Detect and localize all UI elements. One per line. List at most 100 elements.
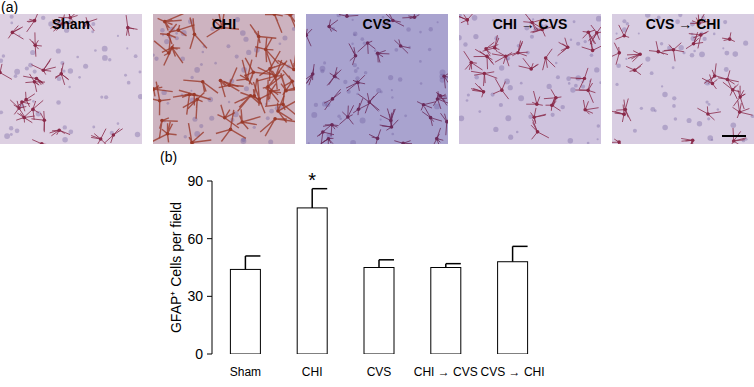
nucleus [478,110,481,113]
nucleus [175,32,178,35]
astrocyte-soma [163,20,167,24]
astrocyte-soma [281,103,285,107]
nucleus [279,42,282,45]
nucleus [41,16,45,20]
nucleus [516,131,519,134]
nucleus [587,142,590,144]
astrocyte-soma [413,16,417,20]
micrograph-bg [153,14,295,144]
nucleus [354,69,358,73]
nucleus [570,39,572,41]
astrocyte-soma [327,25,331,29]
nucleus [33,70,37,74]
astrocyte [483,35,500,52]
astrocyte [544,89,562,106]
astrocyte-soma [399,44,403,48]
astrocyte [582,39,601,50]
nucleus [380,118,382,120]
astrocyte [265,14,283,33]
astrocyte [306,64,314,85]
astrocyte [575,79,595,103]
nucleus [708,103,711,106]
astrocyte [250,24,276,57]
nucleus [56,100,61,105]
astrocyte [723,82,741,99]
astrocyte [179,90,211,105]
nucleus [10,15,14,19]
astrocyte [422,107,442,126]
panel-label: (b) [160,149,177,165]
astrocyte-soma [633,68,637,72]
nucleus [353,33,356,36]
nucleus [672,66,675,69]
nucleus [78,76,81,79]
nucleus [228,101,230,103]
nucleus [244,86,249,91]
error-bar [513,246,528,261]
nucleus [202,51,204,53]
nucleus [573,20,576,23]
astrocyte-soma [99,137,103,141]
nucleus [640,107,643,110]
astrocyte [531,120,549,140]
astrocyte-soma [288,14,292,17]
astrocyte [320,138,334,144]
micrograph [459,14,601,144]
astrocyte-soma [587,30,591,34]
nucleus [394,48,398,52]
nucleus [134,54,138,58]
astrocyte-soma [482,90,486,94]
nucleus [711,139,713,141]
nucleus [633,129,637,133]
astrocyte [10,100,26,119]
astrocyte [278,53,295,71]
nucleus [661,85,663,87]
nucleus [235,55,239,59]
astrocyte-soma [429,116,433,120]
image-title: CHI → CVS [493,16,568,32]
nucleus [91,22,95,26]
nucleus [282,35,287,40]
nucleus [311,112,317,118]
astrocyte [471,83,483,97]
astrocyte [216,110,246,142]
nucleus [391,96,393,98]
astrocyte-soma [656,50,660,54]
nucleus [473,34,478,39]
nucleus [102,46,108,52]
nucleus [672,96,676,100]
astrocyte [662,43,684,62]
nucleus [32,100,35,103]
astrocyte-soma [445,120,448,124]
astrocyte [346,75,365,91]
nucleus [568,82,571,85]
nucleus [76,56,79,59]
nucleus [14,69,20,75]
nucleus [660,42,663,45]
nucleus [547,84,552,89]
astrocyte [543,49,556,70]
astrocyte [358,41,376,54]
significance-mark: * [308,169,316,191]
astrocyte [32,140,49,144]
nucleus [353,32,358,37]
astrocyte [162,48,183,66]
nucleus [0,110,3,114]
astrocyte-soma [219,79,223,83]
astrocyte [702,75,717,89]
astrocyte [349,44,356,65]
astrocyte-soma [699,33,703,37]
nucleus [474,75,478,79]
bar [297,208,327,354]
nucleus [388,75,393,80]
nucleus [406,27,411,32]
astrocyte-soma [586,89,590,93]
astrocyte-soma [190,141,194,144]
nucleus [594,67,599,72]
astrocyte [126,15,137,36]
astrocyte-soma [35,77,39,81]
astrocyte-soma [346,115,350,119]
nucleus [243,37,248,42]
astrocyte-soma [422,103,426,107]
nucleus [63,125,67,129]
